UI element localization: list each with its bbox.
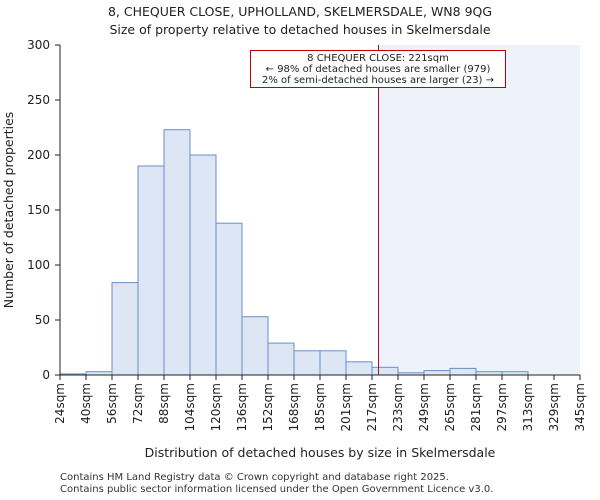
y-tick-label-300: 300 <box>27 38 50 52</box>
x-tick-label-152sqm: 152sqm <box>261 383 275 431</box>
x-tick-label-249sqm: 249sqm <box>417 383 431 431</box>
y-tick-label-250: 250 <box>27 93 50 107</box>
x-tick-label-265sqm: 265sqm <box>443 383 457 431</box>
bar-168sqm <box>293 350 321 376</box>
footer-line-2: Contains public sector information licen… <box>60 484 494 495</box>
x-tick-label-233sqm: 233sqm <box>391 383 405 431</box>
highlight-region <box>378 45 580 375</box>
y-tick-label-200: 200 <box>27 148 50 162</box>
x-tick-label-120sqm: 120sqm <box>209 383 223 431</box>
annotation-line-2: ← 98% of detached houses are smaller (97… <box>265 64 491 75</box>
x-tick-label-297sqm: 297sqm <box>495 383 509 431</box>
footer-line-1: Contains HM Land Registry data © Crown c… <box>60 472 449 483</box>
bar-265sqm <box>449 367 477 376</box>
y-tick-label-100: 100 <box>27 258 50 272</box>
bar-88sqm <box>163 129 191 376</box>
chart-subtitle: Size of property relative to detached ho… <box>109 22 491 37</box>
bar-120sqm <box>215 222 243 376</box>
annotation-line-1: 8 CHEQUER CLOSE: 221sqm <box>307 53 449 64</box>
x-tick-label-72sqm: 72sqm <box>131 383 145 424</box>
x-tick-label-136sqm: 136sqm <box>235 383 249 431</box>
x-tick-label-313sqm: 313sqm <box>521 383 535 431</box>
x-tick-label-88sqm: 88sqm <box>157 383 171 424</box>
bar-217sqm <box>371 366 399 376</box>
x-tick-label-345sqm: 345sqm <box>573 383 587 431</box>
bar-56sqm <box>111 282 139 376</box>
bar-104sqm <box>189 154 217 376</box>
bar-201sqm <box>345 361 373 376</box>
annotation-line-3: 2% of semi-detached houses are larger (2… <box>261 75 495 86</box>
x-axis-title: Distribution of detached houses by size … <box>145 445 496 460</box>
chart-title: 8, CHEQUER CLOSE, UPHOLLAND, SKELMERSDAL… <box>107 4 493 19</box>
x-tick-label-24sqm: 24sqm <box>53 383 67 424</box>
bar-249sqm <box>423 370 451 376</box>
x-tick-label-329sqm: 329sqm <box>547 383 561 431</box>
x-tick-label-104sqm: 104sqm <box>183 383 197 431</box>
y-tick-label-50: 50 <box>35 313 50 327</box>
bar-72sqm <box>137 165 165 376</box>
y-axis-title: Number of detached properties <box>1 112 16 309</box>
y-tick-label-150: 150 <box>27 203 50 217</box>
x-tick-label-56sqm: 56sqm <box>105 383 119 424</box>
bar-185sqm <box>319 350 347 376</box>
x-tick-label-281sqm: 281sqm <box>469 383 483 431</box>
bar-136sqm <box>241 316 269 376</box>
x-tick-label-168sqm: 168sqm <box>287 383 301 431</box>
y-tick-label-0: 0 <box>42 368 50 382</box>
x-tick-label-201sqm: 201sqm <box>339 383 353 431</box>
x-tick-label-217sqm: 217sqm <box>365 383 379 431</box>
x-tick-label-40sqm: 40sqm <box>79 383 93 424</box>
x-tick-label-185sqm: 185sqm <box>313 383 327 431</box>
bar-152sqm <box>267 342 295 376</box>
property-annotation: 8 CHEQUER CLOSE: 221sqm ← 98% of detache… <box>250 50 506 88</box>
